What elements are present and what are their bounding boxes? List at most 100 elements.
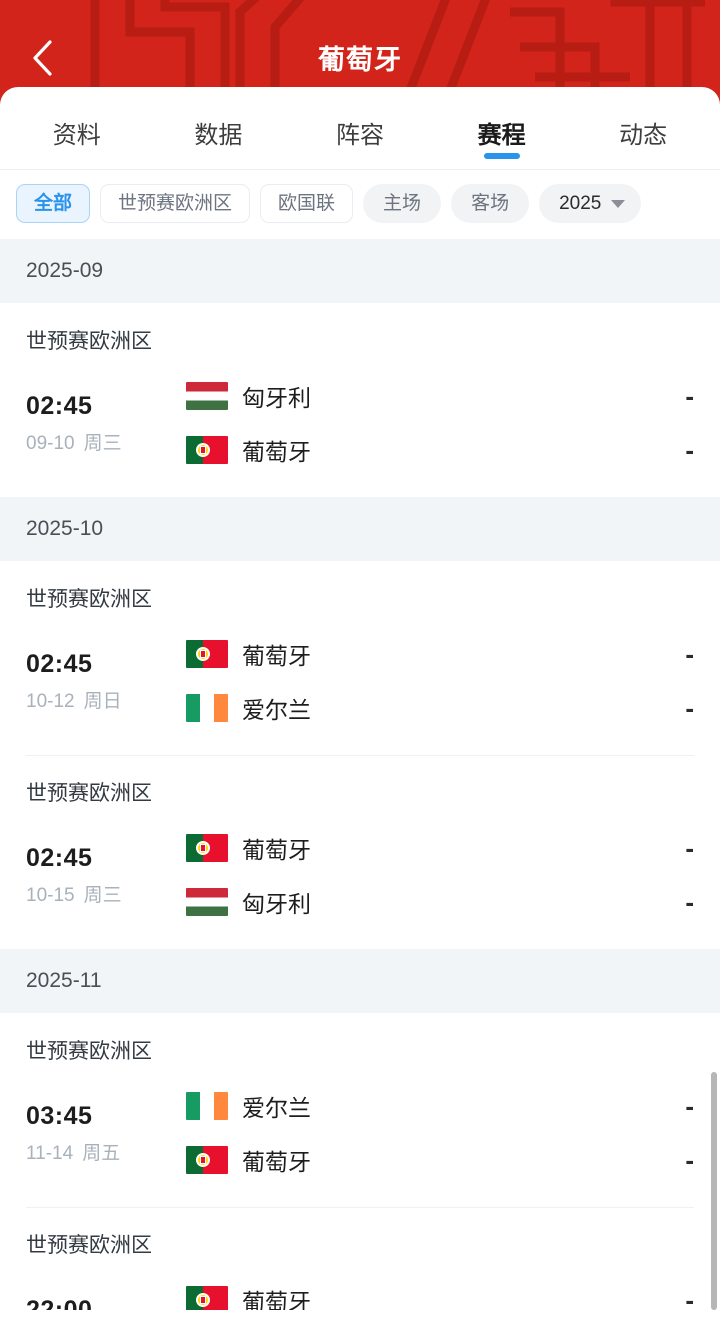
- month-label: 2025-09: [26, 259, 104, 282]
- filter-chip-away[interactable]: 客场: [451, 184, 530, 223]
- filter-chip-wc-qualifiers[interactable]: 世预赛欧洲区: [100, 184, 251, 223]
- league-name: 世预赛欧洲区: [26, 588, 152, 611]
- date-text: 09-10: [26, 432, 75, 454]
- match-time: 02:45: [26, 650, 93, 679]
- date-text: 10-15: [26, 884, 75, 906]
- home-score: -: [685, 380, 694, 411]
- match-card[interactable]: 世预赛欧洲区 02:45 10-15 周三 葡萄牙 匈牙利: [0, 755, 720, 949]
- match-date: 10-15 周三: [26, 880, 186, 907]
- teams-column: 爱尔兰 葡萄牙: [186, 1079, 654, 1187]
- home-team: 爱尔兰: [186, 1079, 654, 1133]
- tab-label: 赛程: [477, 121, 526, 149]
- teams-column: 葡萄牙 亚美尼亚: [186, 1273, 654, 1310]
- date-text: 10-12: [26, 690, 75, 712]
- team-name: 爱尔兰: [242, 697, 311, 723]
- team-name: 匈牙利: [242, 385, 311, 411]
- tab-zhenrong[interactable]: 阵容: [289, 87, 431, 169]
- match-time: 03:45: [26, 1102, 93, 1131]
- match-group: 世预赛欧洲区 02:45 10-12 周日 葡萄牙 爱尔兰: [0, 561, 720, 949]
- match-time: 22:00: [26, 1295, 186, 1310]
- tab-dongtai[interactable]: 动态: [572, 87, 714, 169]
- weekday-text: 周三: [83, 884, 122, 906]
- ireland-flag-icon: [186, 694, 228, 722]
- tab-shuju[interactable]: 数据: [148, 87, 290, 169]
- portugal-flag-icon: [186, 834, 228, 862]
- match-date: 09-10 周三: [26, 428, 186, 455]
- portugal-flag-icon: [186, 640, 228, 668]
- tab-label: 阵容: [335, 121, 384, 149]
- match-row: 02:45 10-12 周日 葡萄牙 爱尔兰 -: [0, 627, 720, 735]
- team-name: 匈牙利: [242, 891, 311, 917]
- away-team: 爱尔兰: [186, 681, 654, 735]
- score-column: - -: [654, 821, 694, 929]
- home-score: -: [685, 832, 694, 863]
- match-date: 10-12 周日: [26, 686, 186, 713]
- away-score: -: [685, 886, 694, 917]
- ireland-flag-icon: [186, 1092, 228, 1120]
- filter-chip-all[interactable]: 全部: [16, 184, 91, 223]
- team-name: 爱尔兰: [242, 1095, 311, 1121]
- score-column: - -: [654, 627, 694, 735]
- away-score: -: [685, 1144, 694, 1175]
- portugal-flag-icon: [186, 1286, 228, 1310]
- team-name: 葡萄牙: [242, 643, 311, 669]
- match-card[interactable]: 世预赛欧洲区 22:00 11-16周日 葡萄牙 亚美尼亚: [0, 1207, 720, 1310]
- weekday-text: 周五: [82, 1142, 121, 1164]
- tab-bar-divider: [0, 169, 720, 170]
- filter-label: 客场: [471, 193, 510, 214]
- team-name: 葡萄牙: [242, 1149, 311, 1175]
- filter-label: 欧国联: [278, 193, 336, 214]
- date-text: 11-14: [26, 1142, 74, 1164]
- away-team: 葡萄牙: [186, 1133, 654, 1187]
- home-team: 葡萄牙: [186, 627, 654, 681]
- weekday-text: 周日: [83, 690, 122, 712]
- home-team: 葡萄牙: [186, 1273, 654, 1310]
- match-time-column: 02:45 10-15 周三: [26, 843, 186, 906]
- page-title: 葡萄牙: [318, 45, 402, 75]
- filter-label: 全部: [34, 193, 73, 214]
- tab-label: 数据: [194, 121, 243, 149]
- match-time-column: 22:00 11-16周日: [26, 1295, 186, 1310]
- match-card[interactable]: 世预赛欧洲区 02:45 09-10 周三 匈牙利 葡萄牙: [0, 303, 720, 497]
- score-column: - -: [654, 369, 694, 477]
- league-name: 世预赛欧洲区: [26, 330, 152, 353]
- month-label: 2025-11: [26, 969, 102, 992]
- match-group: 世预赛欧洲区 02:45 09-10 周三 匈牙利 葡萄牙: [0, 303, 720, 497]
- match-group: 世预赛欧洲区 03:45 11-14 周五 爱尔兰 葡萄牙: [0, 1013, 720, 1310]
- teams-column: 葡萄牙 爱尔兰: [186, 627, 654, 735]
- schedule-scroll-area[interactable]: 2025-09 世预赛欧洲区 02:45 09-10 周三 匈牙利: [0, 239, 720, 1310]
- match-card[interactable]: 世预赛欧洲区 03:45 11-14 周五 爱尔兰 葡萄牙: [0, 1013, 720, 1207]
- back-button[interactable]: [18, 34, 66, 82]
- match-card[interactable]: 世预赛欧洲区 02:45 10-12 周日 葡萄牙 爱尔兰: [0, 561, 720, 755]
- match-date: 11-14 周五: [26, 1138, 186, 1165]
- hungary-flag-icon: [186, 382, 228, 410]
- chevron-down-icon: [611, 199, 626, 208]
- match-time: 02:45: [26, 392, 93, 421]
- match-row: 22:00 11-16周日 葡萄牙 亚美尼亚 -: [0, 1273, 720, 1310]
- match-time-column: 02:45 10-12 周日: [26, 649, 186, 712]
- team-name: 葡萄牙: [242, 1289, 311, 1310]
- month-header: 2025-10: [0, 497, 720, 561]
- filter-label: 2025: [559, 193, 602, 214]
- filter-chip-nations-league[interactable]: 欧国联: [260, 184, 354, 223]
- portugal-flag-icon: [186, 436, 228, 464]
- team-name: 葡萄牙: [242, 837, 311, 863]
- away-team: 葡萄牙: [186, 423, 654, 477]
- tab-saicheng[interactable]: 赛程: [431, 87, 573, 169]
- home-team: 匈牙利: [186, 369, 654, 423]
- tab-ziliao[interactable]: 资料: [6, 87, 148, 169]
- filter-chip-home[interactable]: 主场: [363, 184, 442, 223]
- filter-bar: 全部 世预赛欧洲区 欧国联 主场 客场 2025: [0, 170, 720, 239]
- home-score: -: [685, 1284, 694, 1311]
- filter-label: 世预赛欧洲区: [118, 193, 233, 214]
- league-name: 世预赛欧洲区: [26, 1040, 152, 1063]
- filter-chip-year[interactable]: 2025: [539, 184, 642, 223]
- portugal-flag-icon: [186, 1146, 228, 1174]
- team-name: 葡萄牙: [242, 439, 311, 465]
- home-team: 葡萄牙: [186, 821, 654, 875]
- match-time-column: 02:45 09-10 周三: [26, 391, 186, 454]
- match-time-column: 03:45 11-14 周五: [26, 1101, 186, 1164]
- score-column: - -: [654, 1273, 694, 1311]
- hungary-flag-icon: [186, 888, 228, 916]
- month-header: 2025-11: [0, 949, 720, 1013]
